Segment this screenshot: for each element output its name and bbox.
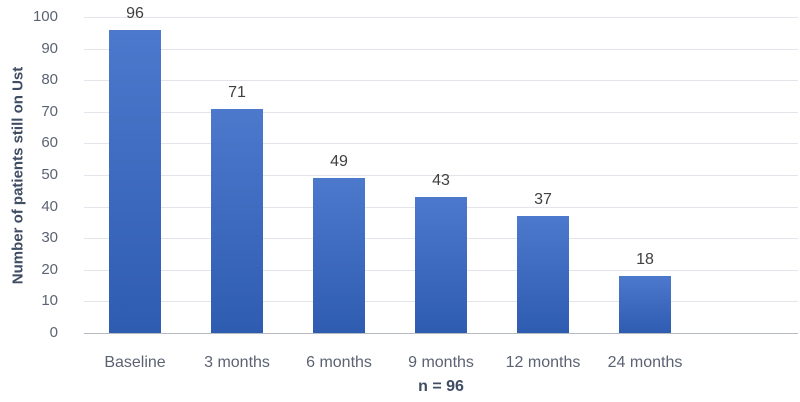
x-category-label: 12 months (505, 354, 581, 371)
y-tick-label: 70 (41, 103, 58, 120)
x-category-label: 24 months (607, 354, 683, 371)
gridline (84, 49, 798, 50)
gridline (84, 80, 798, 81)
gridline (84, 143, 798, 144)
bar-value-label: 49 (330, 153, 348, 170)
gridline (84, 175, 798, 176)
x-category-label: 6 months (306, 354, 372, 371)
y-tick-label: 0 (49, 324, 58, 341)
x-axis-line (84, 333, 798, 334)
bar-3-months (211, 109, 263, 333)
gridline (84, 112, 798, 113)
bar-12-months (517, 216, 569, 333)
bar-value-label: 71 (228, 84, 246, 101)
bar-9-months (415, 197, 467, 333)
bar-value-label: 18 (636, 251, 654, 268)
y-tick-label: 80 (41, 71, 58, 88)
gridline (84, 17, 798, 18)
y-tick-label: 20 (41, 261, 58, 278)
bar-value-label: 43 (432, 172, 450, 189)
bar-baseline (109, 30, 161, 333)
y-tick-label: 100 (32, 8, 58, 25)
x-category-label: Baseline (104, 354, 166, 371)
y-tick-label: 60 (41, 134, 58, 151)
y-tick-label: 50 (41, 166, 58, 183)
y-tick-label: 30 (41, 229, 58, 246)
x-category-label: 9 months (408, 354, 474, 371)
x-axis-title: n = 96 (418, 378, 464, 395)
bar-6-months (313, 178, 365, 333)
x-category-label: 3 months (204, 354, 270, 371)
y-tick-label: 90 (41, 40, 58, 57)
bar-value-label: 96 (126, 5, 144, 22)
bar-24-months (619, 276, 671, 333)
bar-value-label: 37 (534, 191, 552, 208)
y-tick-label: 10 (41, 292, 58, 309)
y-tick-label: 40 (41, 198, 58, 215)
